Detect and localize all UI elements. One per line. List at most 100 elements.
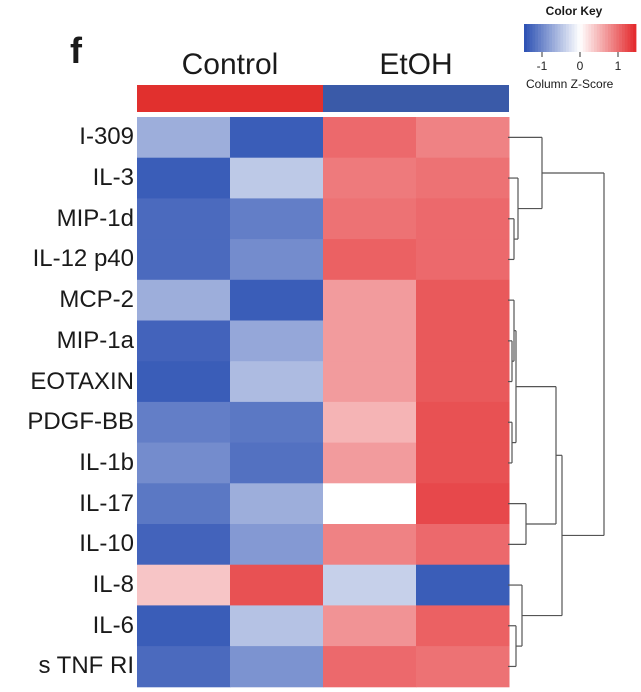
group-color-bar: [137, 85, 323, 112]
color-key-swatch: [538, 24, 542, 52]
color-key-swatch: [613, 24, 617, 52]
row-label: IL-17: [79, 489, 134, 517]
heatmap-cell: [230, 117, 324, 159]
color-key-swatch: [585, 24, 589, 52]
heatmap-cell: [230, 239, 324, 281]
heatmap-cell: [230, 401, 324, 444]
color-key-swatch: [622, 24, 626, 52]
color-key-tick-label: 0: [577, 59, 584, 73]
heatmap-cell: [230, 198, 324, 240]
color-key-swatch: [532, 24, 536, 52]
color-key-swatch: [524, 24, 528, 52]
heatmap-cell: [416, 320, 510, 362]
heatmap-cell: [230, 279, 324, 321]
color-key-swatch: [546, 24, 550, 52]
heatmap-cell: [323, 646, 417, 688]
color-key-swatch: [633, 24, 637, 52]
heatmap-cell: [137, 564, 231, 606]
color-key-swatch: [588, 24, 592, 52]
color-key-swatch: [596, 24, 600, 52]
color-key-swatch: [552, 24, 556, 52]
color-key-swatch: [529, 24, 533, 52]
color-key-swatch: [608, 24, 612, 52]
heatmap-cell: [323, 442, 417, 484]
heatmap-cell: [137, 524, 231, 566]
group-label-control: Control: [181, 48, 279, 81]
color-key-swatch: [540, 24, 544, 52]
row-label: MCP-2: [59, 286, 134, 314]
color-key-swatch: [543, 24, 547, 52]
heatmap-cell: [230, 646, 324, 688]
color-key-swatch: [574, 24, 578, 52]
heatmap-cell: [416, 564, 510, 606]
heatmap-cell: [230, 320, 324, 362]
heatmap-cell: [416, 442, 510, 484]
color-key-swatch: [582, 24, 586, 52]
heatmap-cell: [416, 117, 510, 159]
heatmap-cell: [137, 605, 231, 647]
heatmap-cell: [416, 524, 510, 566]
row-label: MIP-1a: [56, 326, 134, 354]
heatmap-cell: [137, 157, 231, 199]
color-key-swatch: [535, 24, 539, 52]
group-color-bar: [323, 85, 509, 112]
row-label: EOTAXIN: [30, 367, 134, 395]
heatmap-cell: [230, 442, 324, 484]
group-label-etoh: EtOH: [379, 48, 453, 81]
heatmap-cell: [416, 483, 510, 525]
heatmap-cell: [323, 564, 417, 606]
color-key-swatch: [624, 24, 628, 52]
row-label: I-309: [79, 123, 134, 151]
row-label: IL-10: [79, 530, 134, 558]
heatmap-cell: [137, 646, 231, 688]
heatmap-cell: [323, 605, 417, 647]
heatmap-cell: [137, 320, 231, 362]
heatmap-cell: [416, 157, 510, 199]
color-key-swatch: [568, 24, 572, 52]
heatmap-cell: [323, 320, 417, 362]
heatmap-cell: [230, 361, 324, 403]
color-key-tick-label: -1: [537, 59, 548, 73]
row-label: PDGF-BB: [27, 408, 134, 436]
heatmap-cell: [137, 117, 231, 159]
color-key-swatch: [577, 24, 581, 52]
color-key-swatch: [616, 24, 620, 52]
heatmap-cell: [323, 401, 417, 444]
heatmap-cell: [416, 198, 510, 240]
heatmap-cell: [137, 361, 231, 403]
row-label: IL-12 p40: [32, 245, 134, 273]
heatmap-cell: [137, 442, 231, 484]
heatmap-cell: [230, 605, 324, 647]
color-key-swatch: [599, 24, 603, 52]
heatmap-cell: [230, 524, 324, 566]
heatmap-cell: [137, 483, 231, 525]
color-key-swatch: [554, 24, 558, 52]
color-key-swatch: [627, 24, 631, 52]
color-key-swatch: [526, 24, 530, 52]
color-key-swatch: [594, 24, 598, 52]
heatmap-cell: [416, 239, 510, 281]
heatmap-cell: [323, 157, 417, 199]
color-key-tick-label: 1: [615, 59, 622, 73]
panel-letter: f: [70, 30, 82, 71]
color-key-swatch: [630, 24, 634, 52]
color-key-axis-label: Column Z-Score: [526, 77, 614, 91]
color-key-swatch: [591, 24, 595, 52]
heatmap-cell: [137, 239, 231, 281]
heatmap-cell: [416, 646, 510, 688]
color-key-swatch: [619, 24, 623, 52]
color-key-swatch: [560, 24, 564, 52]
color-key-title: Color Key: [545, 4, 603, 18]
heatmap-cell: [323, 524, 417, 566]
row-label: IL-3: [92, 164, 134, 192]
heatmap-cell: [416, 279, 510, 321]
row-label: s TNF RI: [38, 652, 134, 680]
color-key-swatch: [549, 24, 553, 52]
heatmap-cell: [137, 279, 231, 321]
color-key-swatch: [571, 24, 575, 52]
heatmap-cell: [416, 605, 510, 647]
color-key-swatch: [605, 24, 609, 52]
heatmap-cell: [137, 198, 231, 240]
heatmap-cell: [230, 564, 324, 606]
